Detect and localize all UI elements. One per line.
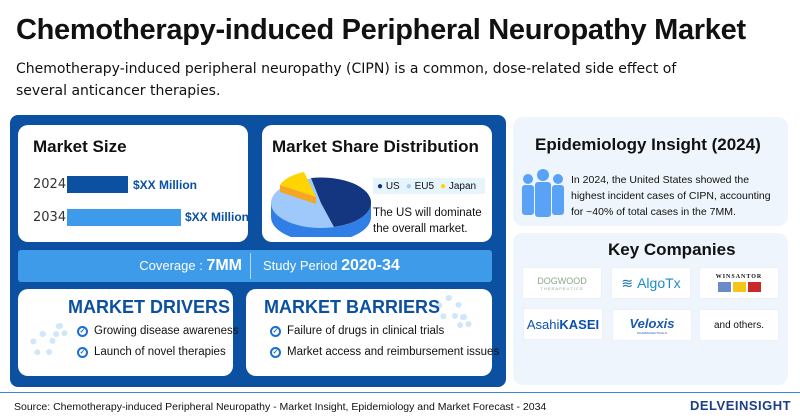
value-2024: $XX Million xyxy=(133,178,198,192)
check-icon: ✓ xyxy=(270,325,281,337)
algotx-wave-icon: ≋ xyxy=(621,274,634,291)
epidemiology-card: Epidemiology Insight (2024) In 2024, the… xyxy=(513,117,788,226)
check-icon: ✓ xyxy=(270,346,281,358)
delveinsight-logo: DELVEINSIGHT xyxy=(690,398,792,413)
check-icon: ✓ xyxy=(77,325,88,337)
pie-slice-us xyxy=(311,177,372,227)
logo-asahi-kasei: Asahi KASEI xyxy=(523,308,603,340)
drivers-title: MARKET DRIVERS xyxy=(68,297,231,317)
pie-japan-side xyxy=(280,185,316,204)
and-others: and others. xyxy=(699,309,779,341)
pie-legend: ● US ● EU5 ● Japan xyxy=(373,178,485,194)
value-2034: $XX Million xyxy=(185,210,250,224)
barriers-title: MARKET BARRIERS xyxy=(264,297,441,317)
key-companies-title: Key Companies xyxy=(608,240,736,259)
gear-icon xyxy=(30,331,56,357)
market-size-card: Market Size 2024 $XX Million 2034 $XX Mi… xyxy=(18,125,250,242)
legend-eu5: ● EU5 xyxy=(405,180,435,192)
epidemiology-title: Epidemiology Insight (2024) xyxy=(535,135,761,154)
legend-japan: ● Japan xyxy=(440,180,477,192)
market-share-card: Market Share Distribution ● US ● EU5 ● J… xyxy=(262,125,492,242)
coverage: Coverage : 7MM xyxy=(139,257,242,274)
page-subtitle: Chemotherapy-induced peripheral neuropat… xyxy=(16,61,677,99)
driver-item: ✓ Launch of novel therapies xyxy=(77,346,226,358)
source-text: Source: Chemotherapy-induced Peripheral … xyxy=(14,401,547,413)
market-drivers-card: MARKET DRIVERS ✓ Growing disease awarenes… xyxy=(18,289,238,376)
logo-winsantor: WINSANTOR xyxy=(699,267,779,299)
gear-icon xyxy=(52,323,68,339)
divider xyxy=(250,253,251,279)
page-title: Chemotherapy-induced Peripheral Neuropat… xyxy=(16,14,746,46)
key-companies-card: Key Companies DOGWOOD THERAPEUTICS ≋ AlgoT… xyxy=(513,233,788,385)
bar-2034 xyxy=(67,209,181,226)
people-icon xyxy=(522,169,564,217)
check-icon: ✓ xyxy=(77,346,88,358)
epidemiology-text: In 2024, the United States showed the hi… xyxy=(571,174,771,218)
year-2024: 2024 xyxy=(33,177,67,192)
barrier-item: ✓ Failure of drugs in clinical trials xyxy=(270,325,444,337)
market-share-note: The US will dominate the overall market. xyxy=(373,207,482,235)
barrier-item: ✓ Market access and reimbursement issues xyxy=(270,346,499,358)
market-barriers-card: MARKET BARRIERS ✓ Failure of drugs in cli… xyxy=(246,289,499,376)
bar-2024 xyxy=(67,176,128,193)
study-period: Study Period 2020-34 xyxy=(263,257,400,274)
logo-dogwood: DOGWOOD THERAPEUTICS xyxy=(522,267,602,299)
logo-veloxis: Veloxis PHARMACEUTICALS xyxy=(612,309,692,341)
pie-slice-japan xyxy=(280,172,316,197)
footer-divider xyxy=(0,392,800,393)
coverage-bar: Coverage : 7MM Study Period 2020-34 xyxy=(18,250,492,282)
market-share-title: Market Share Distribution xyxy=(272,137,479,156)
logo-algotx: ≋ AlgoTx xyxy=(611,267,691,299)
driver-item: ✓ Growing disease awareness xyxy=(77,325,238,337)
pie-chart xyxy=(271,172,372,237)
market-size-title: Market Size xyxy=(33,137,127,156)
gear-icon xyxy=(456,314,472,330)
year-2034: 2034 xyxy=(33,210,67,225)
gear-icon xyxy=(436,295,462,321)
legend-us: ● US xyxy=(377,180,400,192)
